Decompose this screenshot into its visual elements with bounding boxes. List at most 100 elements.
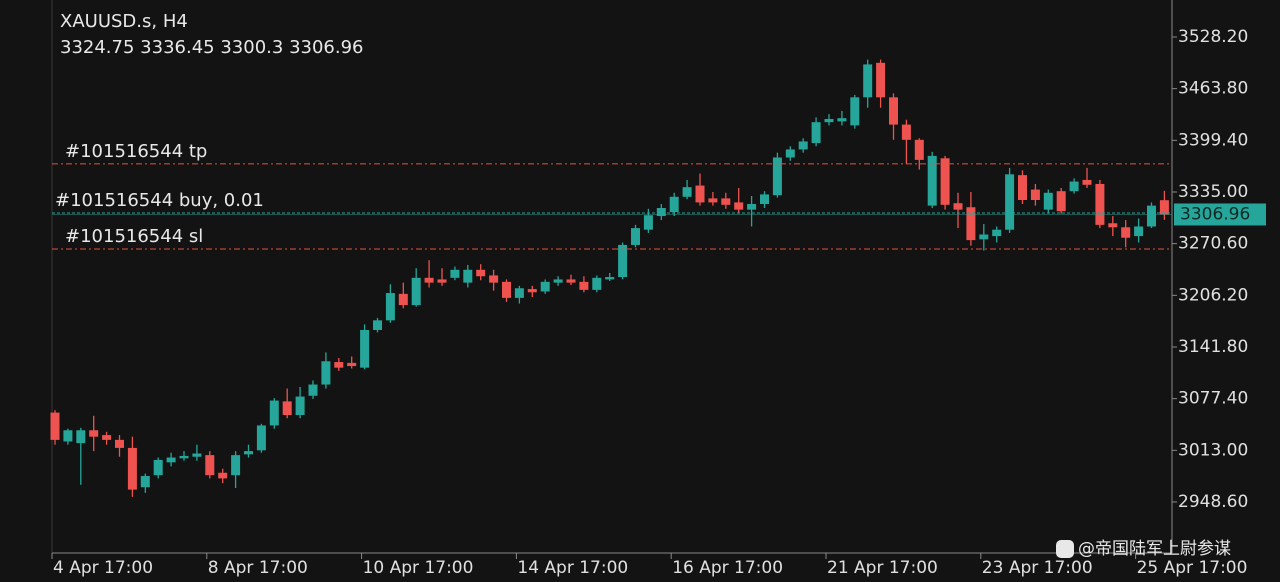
candle-body [437, 279, 447, 283]
candle-body [153, 459, 163, 476]
candle-body [476, 269, 486, 277]
candle-body [979, 234, 989, 240]
x-tick-label: 23 Apr 17:00 [982, 558, 1093, 578]
candle-body [1121, 227, 1131, 238]
candle-body [360, 329, 370, 368]
candle-body [811, 122, 821, 144]
candle-body [63, 430, 73, 442]
candle-body [463, 269, 473, 283]
candle-body [424, 277, 434, 283]
candle-body [502, 281, 511, 298]
candle-body [1056, 191, 1066, 212]
candle-body [179, 455, 189, 459]
y-tick-label: 3399.40 [1178, 130, 1248, 150]
y-tick-label: 3141.80 [1178, 337, 1248, 357]
candle-body [850, 97, 860, 126]
candle-body [218, 472, 228, 479]
candle-body [1134, 226, 1144, 237]
candle-body [244, 451, 253, 455]
candle-body [50, 412, 60, 440]
candle-body [1005, 174, 1015, 230]
candle-body [772, 157, 782, 196]
order-level-label: #101516544 sl [65, 226, 203, 247]
candle-body [256, 425, 266, 451]
candle-body [76, 430, 86, 444]
candle-body [798, 141, 808, 150]
ohlc-close: 3306.96 [289, 37, 363, 58]
x-tick-label: 14 Apr 17:00 [517, 558, 628, 578]
x-tick-label: 4 Apr 17:00 [53, 558, 153, 578]
y-tick-label: 2948.60 [1178, 492, 1248, 512]
candle-body [760, 194, 769, 205]
candle-body [398, 293, 408, 306]
y-tick-label: 3528.20 [1178, 27, 1248, 47]
candle-body [592, 277, 602, 290]
order-level-label: #101516544 buy, 0.01 [55, 190, 264, 211]
candle-body [876, 62, 886, 98]
ohlc-high: 3336.45 [140, 37, 214, 58]
candle-body [205, 455, 215, 476]
y-tick-label: 3013.00 [1178, 440, 1248, 460]
x-tick-label: 21 Apr 17:00 [827, 558, 938, 578]
candle-body [605, 277, 615, 280]
candle-body [321, 361, 331, 385]
current-price-label: 3306.96 [1180, 204, 1250, 224]
candle-body [953, 203, 963, 210]
candle-body [656, 208, 666, 217]
candle-body [140, 475, 150, 488]
chart-title: XAUUSD.s, H4 [60, 11, 188, 32]
candle-body [166, 457, 176, 463]
candle-body [192, 453, 202, 457]
candle-body [282, 401, 292, 416]
x-tick-label: 16 Apr 17:00 [672, 558, 783, 578]
candle-body [347, 362, 357, 367]
candle-body [1147, 205, 1156, 227]
candle-body [785, 149, 795, 158]
candle-body [837, 118, 847, 122]
candle-body [411, 277, 421, 306]
candle-body [295, 396, 305, 416]
candle-body [1043, 192, 1053, 210]
candle-body [269, 400, 279, 426]
candle-body [889, 97, 898, 125]
candle-body [747, 204, 757, 210]
candle-body [579, 281, 589, 290]
ohlc-open: 3324.75 [60, 37, 134, 58]
candle-body [89, 430, 99, 437]
candle-body [489, 275, 499, 283]
candle-body [1069, 181, 1079, 192]
candle-body [992, 229, 1002, 237]
candle-body [618, 244, 628, 278]
candle-body [940, 158, 950, 205]
candle-body [682, 187, 692, 197]
candle-body [708, 198, 718, 203]
x-tick-label: 10 Apr 17:00 [363, 558, 474, 578]
watermark-icon [1056, 540, 1074, 558]
candle-body [1082, 179, 1092, 185]
candle-body [643, 215, 653, 230]
candle-body [540, 281, 550, 292]
candle-body [721, 198, 731, 205]
candle-body [385, 293, 395, 321]
y-tick-label: 3206.20 [1178, 285, 1248, 305]
candle-body [373, 320, 382, 330]
candle-body [527, 289, 537, 293]
candle-body [514, 288, 524, 298]
candle-body [127, 447, 137, 490]
candle-body [1030, 189, 1040, 201]
x-tick-label: 25 Apr 17:00 [1137, 558, 1248, 578]
candle-body [1159, 200, 1169, 215]
candle-body [631, 228, 640, 245]
ohlc-readout: 3324.75 3336.45 3300.3 3306.96 [60, 37, 364, 58]
y-tick-label: 3335.00 [1178, 182, 1248, 202]
candle-body [927, 155, 937, 206]
candle-body [1108, 223, 1118, 228]
y-tick-label: 3270.60 [1178, 234, 1248, 254]
candle-body [863, 64, 873, 98]
candle-body [115, 439, 124, 448]
candle-body [102, 435, 112, 440]
candle-body [734, 202, 744, 210]
current-price-tag [1174, 203, 1266, 226]
